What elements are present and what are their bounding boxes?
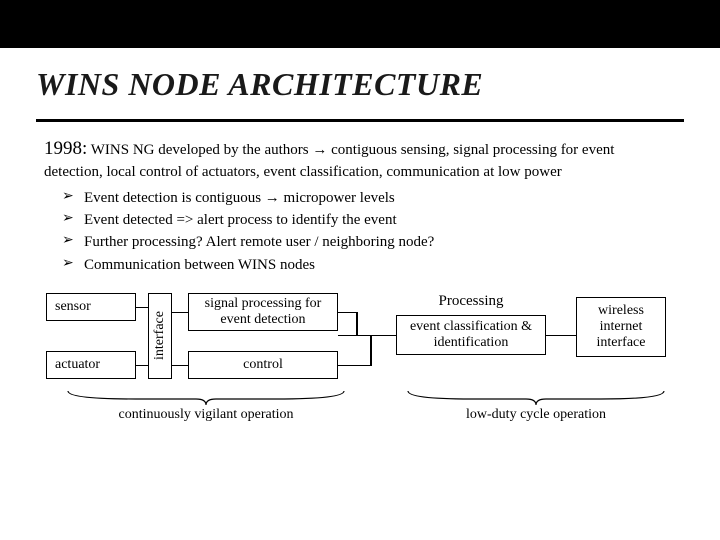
brace-icon: [66, 389, 346, 405]
left-brace-caption: continuously vigilant operation: [66, 389, 346, 423]
bullet-item: Further processing? Alert remote user / …: [62, 232, 676, 252]
interface-box: interface: [148, 293, 172, 379]
right-caption-text: low-duty cycle operation: [466, 407, 606, 422]
connector: [338, 312, 358, 314]
brace-icon: [406, 389, 666, 405]
left-caption-text: continuously vigilant operation: [119, 407, 294, 422]
connector: [546, 335, 576, 337]
lead-text: WINS NG developed by the authors → conti…: [44, 142, 614, 180]
event-classification-box: event classification & identification: [396, 315, 546, 355]
lead-paragraph: 1998: WINS NG developed by the authors →…: [44, 136, 676, 182]
sensor-box: sensor: [46, 293, 136, 321]
bullet-item: Communication between WINS nodes: [62, 255, 676, 275]
connector: [338, 335, 396, 337]
connector: [136, 307, 148, 309]
bullet-item: Event detected => alert process to ident…: [62, 210, 676, 230]
connector: [136, 365, 148, 367]
title-underline: [36, 119, 684, 122]
signal-processing-box: signal processing for event detection: [188, 293, 338, 331]
body-text: 1998: WINS NG developed by the authors →…: [0, 136, 720, 275]
control-box: control: [188, 351, 338, 379]
connector: [338, 365, 372, 367]
connector: [370, 335, 372, 366]
connector: [356, 312, 358, 336]
slide-title: WINS NODE ARCHITECTURE: [0, 48, 720, 109]
top-black-bar: [0, 0, 720, 48]
connector: [172, 365, 188, 367]
bullet-item: Event detection is contiguous → micropow…: [62, 188, 676, 208]
actuator-box: actuator: [46, 351, 136, 379]
right-brace-caption: low-duty cycle operation: [406, 389, 666, 423]
lead-year: 1998:: [44, 138, 87, 159]
architecture-diagram: sensor actuator interface signal process…: [36, 293, 684, 443]
processing-label: Processing: [396, 293, 546, 313]
wireless-interface-box: wireless internet interface: [576, 297, 666, 357]
bullet-list: Event detection is contiguous → micropow…: [44, 188, 676, 275]
connector: [172, 312, 188, 314]
